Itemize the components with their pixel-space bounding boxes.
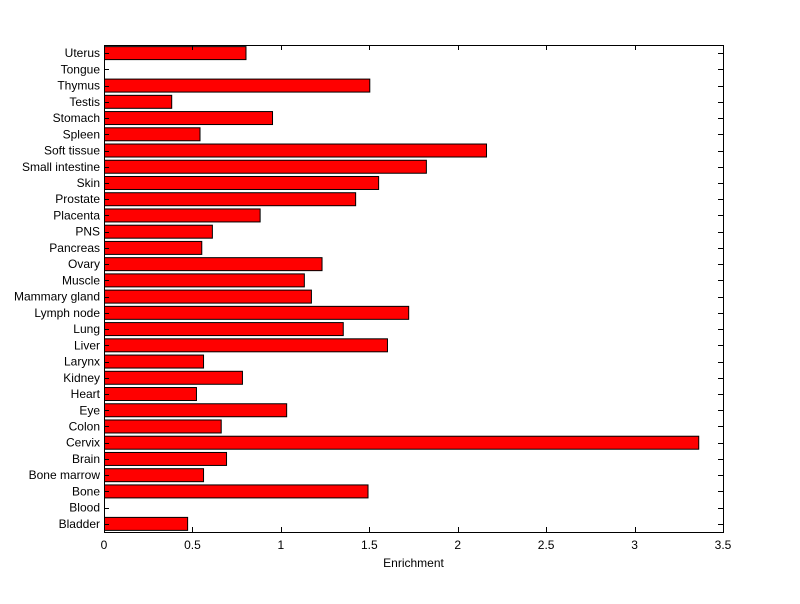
y-tick-label: Eye	[79, 403, 100, 417]
y-tick-label: Brain	[72, 452, 100, 466]
y-tick-label: Pancreas	[49, 241, 100, 255]
bar-kidney	[104, 370, 243, 385]
bar-thymus	[104, 78, 371, 93]
x-tick-label: 3.5	[715, 538, 732, 552]
bar-liver	[104, 338, 388, 353]
bar-larynx	[104, 354, 205, 369]
bar-muscle	[104, 273, 305, 288]
bar-cervix	[104, 435, 700, 450]
bar-bladder	[104, 516, 189, 531]
bar-eye	[104, 403, 288, 418]
bar-uterus	[104, 46, 247, 61]
y-tick-label: Stomach	[53, 111, 100, 125]
y-tick-label: Larynx	[64, 355, 100, 369]
y-tick-label: Mammary gland	[14, 290, 100, 304]
bar-prostate	[104, 192, 357, 207]
x-tick-label: 2.5	[538, 538, 555, 552]
x-axis-label: Enrichment	[383, 556, 444, 570]
y-tick-label: Cervix	[66, 436, 100, 450]
bar-bone	[104, 484, 369, 499]
y-tick-label: Lung	[73, 322, 100, 336]
y-tick-label: Spleen	[63, 127, 100, 141]
x-tick-label: 2	[454, 538, 461, 552]
bar-mammary-gland	[104, 289, 312, 304]
plot-frame	[104, 45, 724, 533]
y-tick-label: Soft tissue	[44, 144, 100, 158]
x-tick-label: 0.5	[184, 538, 201, 552]
bar-pns	[104, 224, 213, 239]
y-tick-label: Uterus	[65, 46, 100, 60]
labels-layer: Bladder Blood Bone Bone marrow Brain Cervix Co…	[14, 46, 732, 552]
y-tick-label: Thymus	[57, 79, 100, 93]
y-tick-label: Testis	[69, 95, 100, 109]
y-tick-label: Bone	[72, 484, 100, 498]
bar-lymph-node	[104, 305, 410, 320]
y-tick-label: Bladder	[59, 517, 100, 531]
bar-lung	[104, 322, 344, 337]
bar-small-intestine	[104, 159, 427, 174]
bar-pancreas	[104, 240, 203, 255]
x-tick-label: 0	[101, 538, 108, 552]
y-tick-label: Placenta	[53, 208, 100, 222]
y-tick-label: Skin	[77, 176, 100, 190]
x-tick-label: 3	[631, 538, 638, 552]
y-tick-label: Colon	[69, 419, 100, 433]
y-tick-label: Muscle	[62, 273, 100, 287]
y-tick-label: Blood	[69, 501, 100, 515]
bar-heart	[104, 387, 197, 402]
bar-spleen	[104, 127, 201, 142]
bar-placenta	[104, 208, 261, 223]
y-tick-label: Heart	[71, 387, 101, 401]
bar-bone-marrow	[104, 468, 205, 483]
bar-soft-tissue	[104, 143, 488, 158]
y-tick-label: Ovary	[68, 257, 100, 271]
bar-skin	[104, 175, 380, 190]
bar-ovary	[104, 257, 323, 272]
y-tick-label: Tongue	[61, 62, 101, 76]
y-tick-label: Small intestine	[22, 160, 100, 174]
x-tick-label: 1	[278, 538, 285, 552]
y-tick-label: Prostate	[55, 192, 100, 206]
bars-layer	[104, 46, 700, 531]
y-tick-label: Kidney	[63, 371, 100, 385]
y-tick-label: PNS	[75, 225, 100, 239]
x-tick-label: 1.5	[361, 538, 378, 552]
y-tick-label: Lymph node	[34, 306, 100, 320]
bar-colon	[104, 419, 222, 434]
y-tick-label: Liver	[74, 338, 100, 352]
bar-testis	[104, 94, 173, 109]
bar-stomach	[104, 111, 274, 126]
bar-brain	[104, 451, 228, 466]
y-tick-label: Bone marrow	[29, 468, 101, 482]
